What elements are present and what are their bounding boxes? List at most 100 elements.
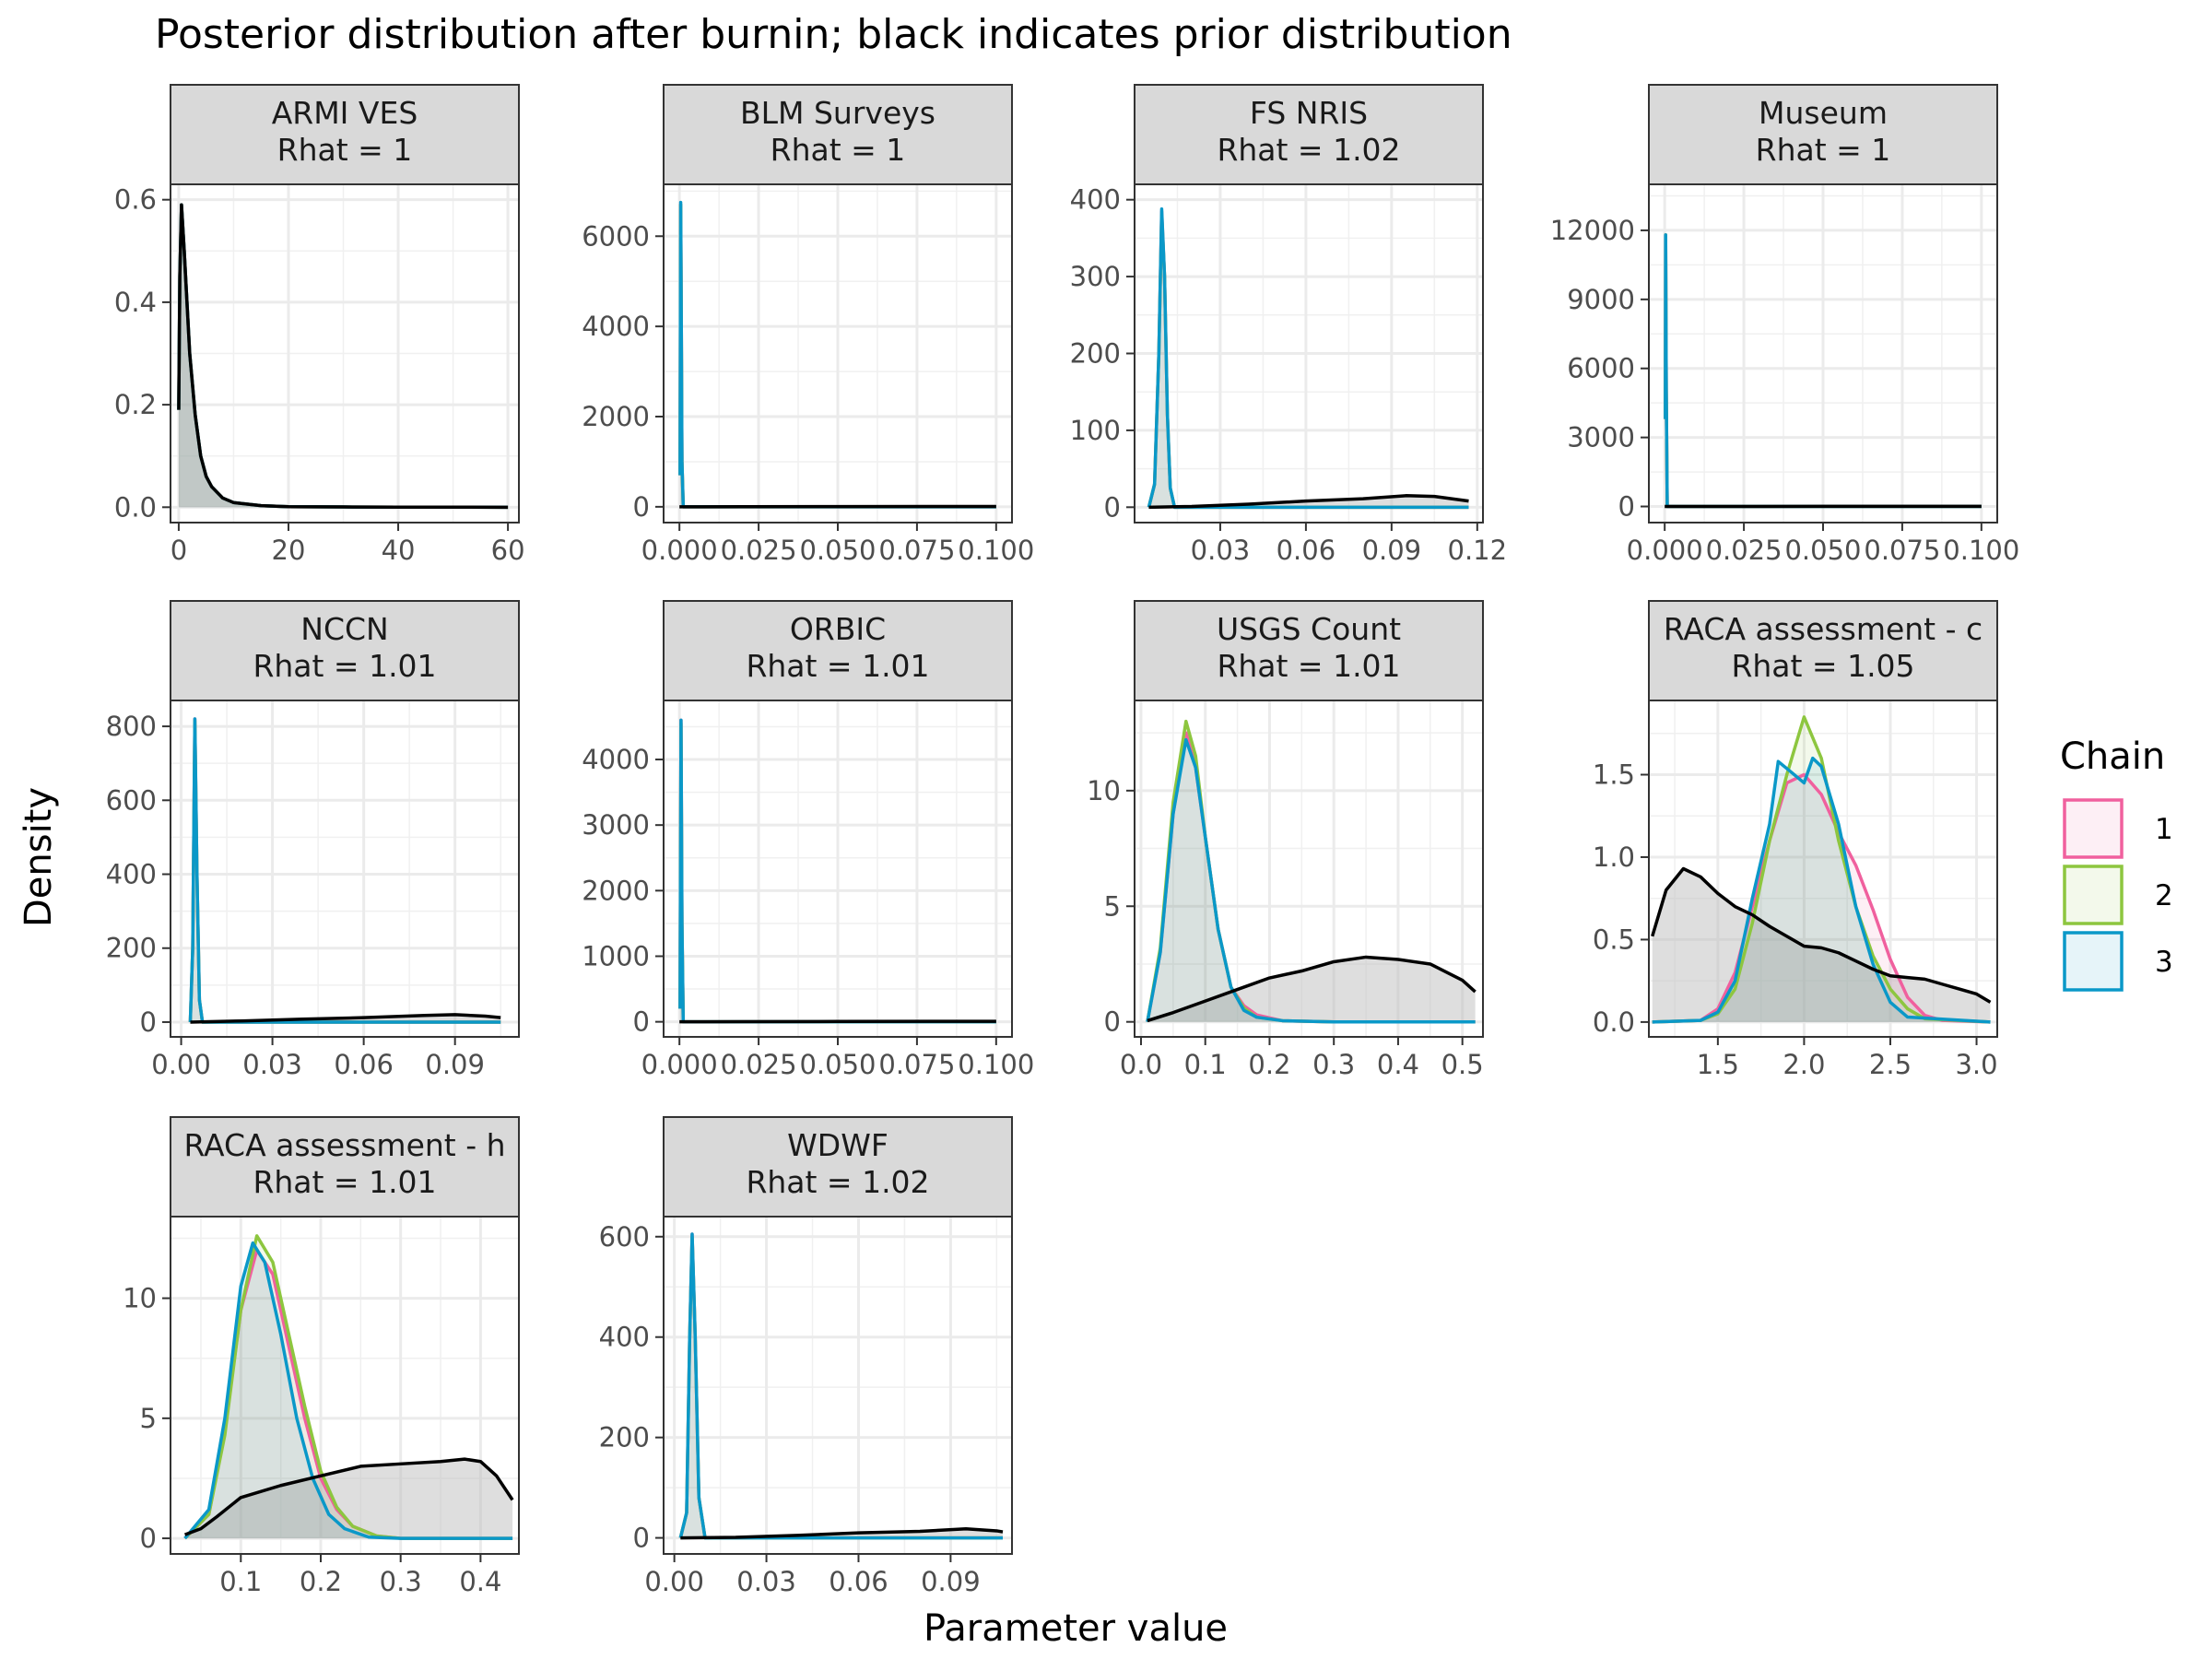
- legend-key-background: [2062, 930, 2124, 993]
- x-tick-label: 0.000: [641, 535, 718, 566]
- facet-strip: [170, 84, 520, 185]
- facet-strip-label: ARMI VES: [272, 95, 418, 131]
- legend-label: 2: [2155, 879, 2173, 912]
- y-tick-label: 9000: [1567, 284, 1635, 315]
- x-tick-label: 0.09: [425, 1049, 485, 1080]
- y-tick-label: 0: [633, 491, 650, 523]
- prior-density-line: [1148, 494, 1469, 510]
- x-tick-label: 0.09: [1362, 535, 1422, 566]
- y-tick-label: 0.4: [114, 287, 157, 318]
- legend-key-3: [2063, 931, 2124, 992]
- y-tick-label: 3000: [1567, 422, 1635, 453]
- x-tick-label: 1.5: [1697, 1049, 1739, 1080]
- facet-strip-rhat: Rhat = 1: [771, 132, 906, 168]
- x-tick-label: 0.000: [641, 1049, 718, 1080]
- prior-density-line: [1147, 955, 1477, 1023]
- chain-3-density-line: [678, 1232, 1004, 1540]
- chain-1-density-area: [184, 1250, 513, 1539]
- y-tick-label: 0.5: [1593, 924, 1635, 955]
- legend-label: 3: [2155, 946, 2173, 979]
- prior-density-line: [183, 1457, 514, 1536]
- y-tick-label: 0: [140, 1006, 157, 1038]
- panel-border: [663, 1216, 1013, 1555]
- y-tick-label: 200: [106, 933, 157, 964]
- y-tick-label: 5: [1104, 890, 1121, 922]
- chain-2-density-area: [1147, 721, 1476, 1022]
- prior-density-line: [177, 203, 509, 510]
- prior-density-area: [184, 1459, 513, 1539]
- facet-strip-rhat: Rhat = 1.01: [253, 1164, 436, 1200]
- y-tick-label: 400: [1070, 184, 1121, 216]
- x-tick-label: 0.100: [958, 1049, 1034, 1080]
- x-tick-label: 0.100: [1943, 535, 2019, 566]
- y-tick-label: 0: [1104, 1006, 1121, 1038]
- x-tick-label: 0.025: [721, 535, 797, 566]
- y-tick-label: 4000: [582, 744, 650, 775]
- chain-1-density-line: [1652, 772, 1991, 1024]
- x-tick-label: 0.050: [799, 535, 876, 566]
- facet-strip-label: ORBIC: [790, 611, 886, 647]
- x-tick-label: 0.075: [878, 1049, 955, 1080]
- legend-title: Chain: [2060, 735, 2165, 778]
- prior-density-line: [679, 1019, 996, 1024]
- y-tick-label: 600: [106, 784, 157, 816]
- facet-strip-rhat: Rhat = 1: [277, 132, 413, 168]
- y-axis-title: Density: [18, 787, 60, 927]
- x-tick-label: 0.1: [219, 1566, 262, 1597]
- y-tick-label: 200: [1070, 338, 1121, 370]
- x-tick-label: 0.075: [878, 535, 955, 566]
- x-tick-label: 40: [382, 535, 416, 566]
- chain-1-density-area: [1652, 774, 1991, 1022]
- y-tick-label: 0: [140, 1523, 157, 1554]
- facet-strip: [663, 600, 1013, 701]
- chain-2-density-line: [183, 1234, 513, 1540]
- legend-key-2: [2063, 865, 2124, 925]
- x-tick-label: 0.025: [1706, 535, 1783, 566]
- prior-density-area: [680, 1528, 1004, 1538]
- facet-strip-label: BLM Surveys: [740, 95, 935, 131]
- chain-2-density-area: [1652, 716, 1991, 1022]
- x-tick-label: 0.075: [1864, 535, 1940, 566]
- legend: Chain 1 2 3: [2060, 735, 2173, 993]
- facet-strip-rhat: Rhat = 1.01: [746, 648, 929, 684]
- x-tick-label: 0.06: [334, 1049, 394, 1080]
- x-tick-label: 2.5: [1869, 1049, 1912, 1080]
- y-tick-label: 6000: [1567, 353, 1635, 384]
- legend-key-background: [2062, 797, 2124, 860]
- x-tick-label: 2.0: [1783, 1049, 1825, 1080]
- x-tick-label: 0.4: [1377, 1049, 1419, 1080]
- panel-border: [170, 700, 520, 1038]
- y-tick-label: 0: [633, 1006, 650, 1038]
- y-tick-label: 10: [123, 1283, 157, 1314]
- x-tick-label: 0.03: [1191, 535, 1251, 566]
- x-tick-label: 0: [171, 535, 187, 566]
- facet-strip-label: Museum: [1759, 95, 1888, 131]
- y-tick-label: 0: [633, 1523, 650, 1554]
- y-tick-label: 0.0: [114, 491, 157, 523]
- x-tick-label: 0.3: [380, 1566, 422, 1597]
- y-tick-label: 300: [1070, 261, 1121, 292]
- x-tick-label: 0.03: [736, 1566, 796, 1597]
- facet-strip: [170, 600, 520, 701]
- chain-3-density-line: [1652, 756, 1991, 1024]
- x-tick-label: 0.025: [721, 1049, 797, 1080]
- plot-area: [1664, 233, 1982, 509]
- y-tick-label: 0.2: [114, 389, 157, 420]
- y-tick-label: 1000: [582, 940, 650, 971]
- facet-strip: [663, 84, 1013, 185]
- gridlines: [1135, 184, 1483, 523]
- facet-strip-label: RACA assessment - c: [1664, 611, 1983, 647]
- panel-border: [1648, 700, 1998, 1038]
- x-tick-label: 0.00: [644, 1566, 704, 1597]
- y-tick-label: 800: [106, 711, 157, 742]
- legend-key-background: [2062, 864, 2124, 926]
- facet-strip-rhat: Rhat = 1.01: [253, 648, 436, 684]
- panel-background: [171, 700, 519, 1037]
- x-axis-title: Parameter value: [924, 1607, 1228, 1650]
- facet-strip: [1134, 600, 1484, 701]
